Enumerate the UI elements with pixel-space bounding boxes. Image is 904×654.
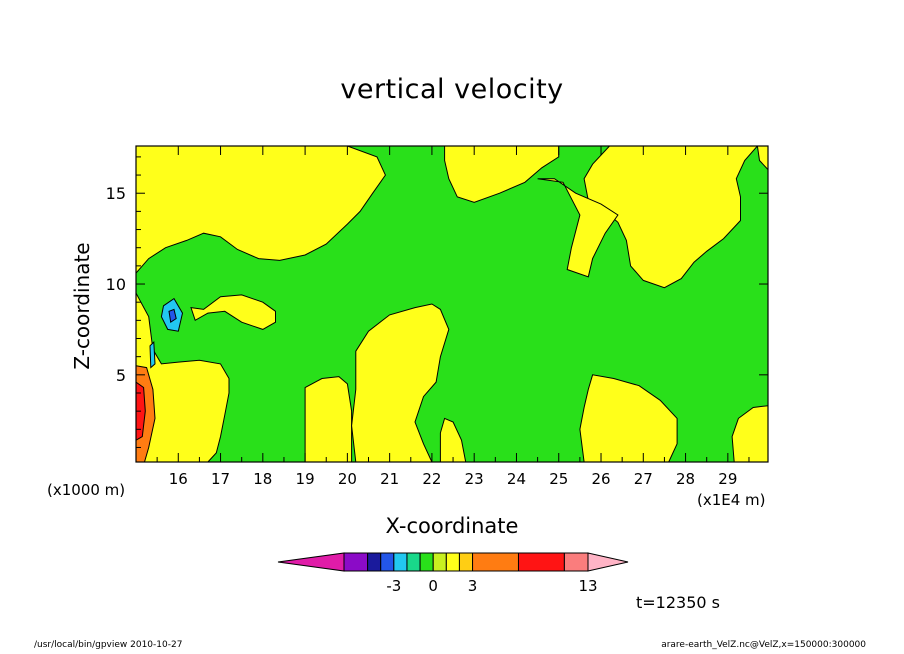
y-tick-label: 15 (106, 184, 126, 203)
x-tick-label: 25 (549, 470, 568, 488)
colorbar-cell (406, 552, 421, 572)
region-center-22-23 (439, 417, 467, 462)
region-center-21-22 (351, 303, 450, 462)
colorbar-cell (472, 552, 519, 572)
colorbar-high-arrow (587, 552, 629, 572)
y-axis-unit: (x1000 m) (47, 481, 126, 499)
colorbar-cell (458, 552, 474, 572)
region-upper-left (136, 146, 386, 274)
chart-title: vertical velocity (340, 74, 564, 105)
x-axis-label: X-coordinate (0, 514, 904, 538)
x-tick-label: 19 (296, 470, 315, 488)
footer-command: /usr/local/bin/gpview 2010-10-27 (34, 640, 183, 650)
x-tick-label: 18 (253, 470, 272, 488)
x-tick-label: 23 (465, 470, 484, 488)
y-tick-label: 5 (116, 366, 126, 385)
colorbar-label: 3 (468, 577, 478, 595)
region-downdraft-low (149, 340, 156, 369)
y-tick-label: 10 (106, 275, 126, 294)
region-right-25-27 (579, 374, 678, 462)
x-axis-unit: (x1E4 m) (697, 491, 766, 509)
x-tick-label: 16 (169, 470, 188, 488)
colorbar-cell (563, 552, 589, 572)
colorbar-low-arrow (277, 552, 345, 572)
region-right-edge-low (731, 405, 768, 462)
x-tick-label: 24 (507, 470, 526, 488)
x-tick-label: 17 (211, 470, 230, 488)
colorbar-cell (393, 552, 408, 572)
plot-frame (135, 145, 769, 463)
x-tick-label: 27 (634, 470, 653, 488)
colorbar-cell (367, 552, 382, 572)
colorbar-label: -3 (386, 577, 401, 595)
colorbar-label: 13 (578, 577, 597, 595)
field-layer (136, 146, 768, 462)
region-upper-mid-tongue (537, 178, 619, 278)
x-tick-label: 28 (676, 470, 695, 488)
region-left-mid-band (190, 294, 276, 330)
colorbar-cell (517, 552, 565, 572)
colorbar-cell (380, 552, 395, 572)
region-left-low (136, 292, 230, 462)
x-tick-label: 21 (380, 470, 399, 488)
region-right-edge-high (756, 146, 768, 171)
colorbar-cell (432, 552, 447, 572)
colorbar-label: 0 (428, 577, 438, 595)
region-downdraft-blue (168, 308, 177, 324)
time-annotation: t=12350 s (636, 593, 720, 612)
x-tick-label: 29 (718, 470, 737, 488)
x-tick-label: 26 (591, 470, 610, 488)
x-axis-label-text: X-coordinate (385, 514, 519, 538)
x-tick-label: 20 (338, 470, 357, 488)
colorbar-cell (343, 552, 369, 572)
colorbar-cell (445, 552, 460, 572)
x-tick-label: 22 (422, 470, 441, 488)
colorbar-cell (419, 552, 434, 572)
region-center-19-20 (304, 376, 353, 462)
footer-source: arare-earth_VelZ.nc@VelZ,x=150000:300000 (661, 640, 866, 650)
